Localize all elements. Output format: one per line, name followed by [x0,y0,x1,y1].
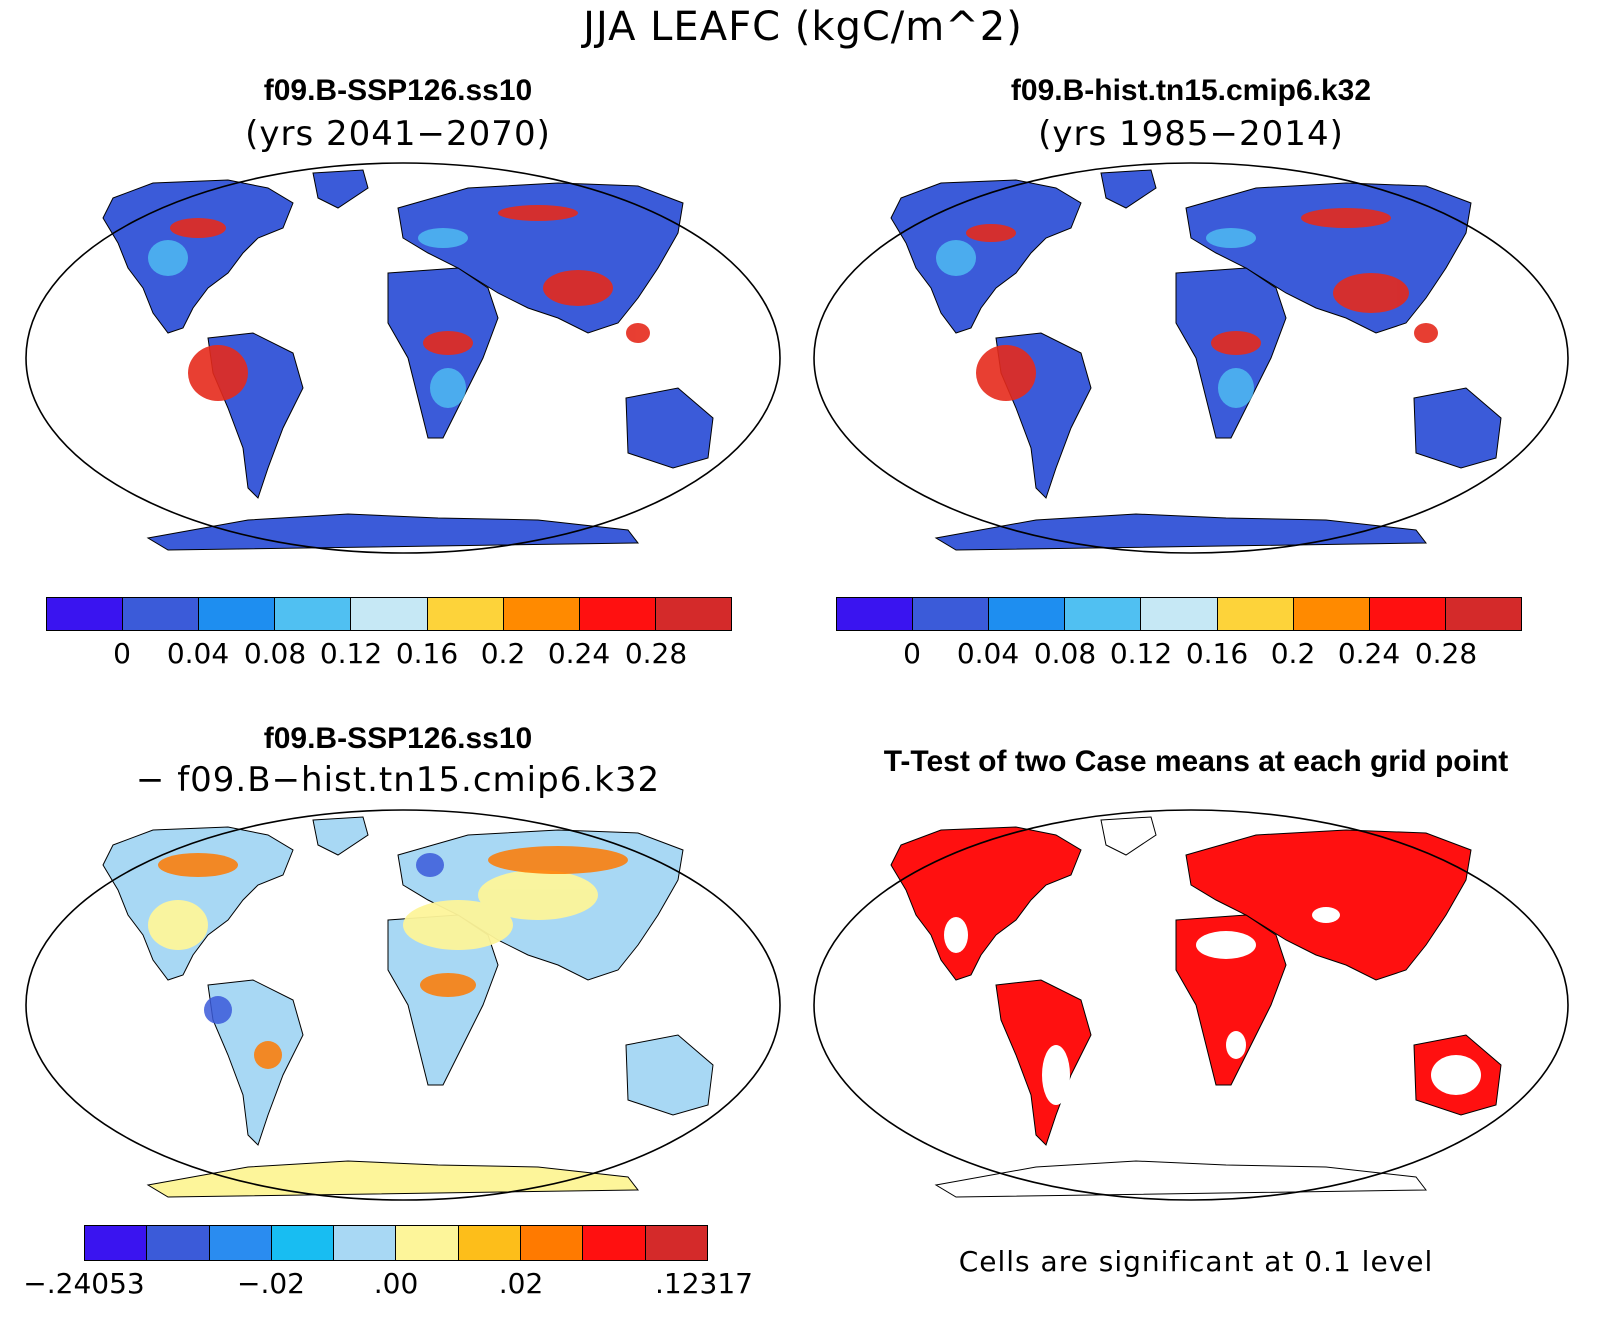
colorbar-swatch [583,1226,646,1260]
colorbar-swatch [458,1226,522,1260]
map-ssp126-leafc [18,158,788,558]
colorbar-swatch [147,1226,210,1260]
colorbar-swatch [1445,598,1521,630]
colorbar-absolute-right [836,597,1522,631]
map-nonsignificant-cells [944,907,1481,1105]
colorbar-tick-label: 0.04 [166,637,230,670]
colorbar-ticks-difference: −.24053 −.02 .00 .02 .12317 [23,1267,753,1303]
colorbar-swatch [209,1226,272,1260]
colorbar-swatch [655,598,731,630]
colorbar-tick-label: 0.12 [1109,637,1173,670]
colorbar-swatch [1293,598,1370,630]
map-difference-leafc [18,805,788,1205]
colorbar-swatch [989,598,1066,630]
colorbar-tick-label: 0.2 [1270,637,1316,670]
colorbar-tick-label: −.24053 [23,1267,145,1300]
panel-title-hist: f09.B-hist.tn15.cmip6.k32 [1010,74,1372,107]
colorbar-tick-label: 0.08 [1033,637,1097,670]
colorbar-swatch [579,598,656,630]
map-negative-anomalies [204,853,444,1024]
map-hotspots-hist [966,208,1438,401]
colorbar-difference [84,1225,708,1261]
map-mid-values-ssp126 [148,228,468,408]
colorbar-tick-label: 0.04 [956,637,1020,670]
map-coastline-outline [934,816,1428,1198]
colorbar-tick-label: 0.28 [1414,637,1478,670]
colorbar-swatch [334,1226,397,1260]
colorbar-absolute-left [46,597,732,631]
colorbar-tick-label: 0.16 [1185,637,1249,670]
map-ttest-significance [806,805,1576,1205]
colorbar-swatch [1217,598,1294,630]
colorbar-swatch [85,1226,148,1260]
map-hist-leafc [806,158,1576,558]
colorbar-tick-label: 0.24 [1337,637,1401,670]
panel-subtitle-ssp126-years: (yrs 2041−2070) [245,114,551,154]
colorbar-tick-label: 0.24 [547,637,611,670]
colorbar-tick-label: 0.2 [480,637,526,670]
significance-note: Cells are significant at 0.1 level [958,1245,1434,1278]
map-warm-anomalies [158,846,628,1069]
colorbar-swatch [275,598,352,630]
map-mid-values-hist [936,228,1256,408]
colorbar-swatch [503,598,580,630]
colorbar-swatch [351,598,428,630]
colorbar-swatch [913,598,990,630]
colorbar-swatch [271,1226,335,1260]
colorbar-swatch [396,1226,459,1260]
colorbar-tick-label: 0 [113,637,131,670]
panel-title-ttest: T-Test of two Case means at each grid po… [883,745,1509,778]
colorbar-swatch [1369,598,1446,630]
colorbar-ticks-absolute-right: 0 0.04 0.08 0.12 0.16 0.2 0.24 0.28 [836,637,1522,673]
colorbar-tick-label: −.02 [237,1267,305,1300]
colorbar-swatch [199,598,276,630]
panel-subtitle-hist-years: (yrs 1985−2014) [1038,114,1344,154]
colorbar-swatch [427,598,504,630]
colorbar-tick-label: .00 [373,1267,419,1300]
colorbar-tick-label: 0.12 [319,637,383,670]
colorbar-tick-label: .12317 [655,1267,753,1300]
colorbar-swatch [521,1226,584,1260]
colorbar-swatch [645,1226,707,1260]
colorbar-ticks-absolute-left: 0 0.04 0.08 0.12 0.16 0.2 0.24 0.28 [46,637,732,673]
panel-subtitle-difference: − f09.B−hist.tn15.cmip6.k32 [135,760,661,800]
colorbar-swatch [47,598,124,630]
colorbar-swatch [1065,598,1142,630]
figure-title: JJA LEAFC (kgC/m^2) [583,4,1023,50]
colorbar-tick-label: 0.28 [624,637,688,670]
panel-title-difference: f09.B-SSP126.ss10 [263,722,533,755]
map-hotspots-ssp126 [170,205,650,401]
colorbar-tick-label: 0.08 [243,637,307,670]
colorbar-tick-label: 0 [903,637,921,670]
map-positive-anomalies [148,870,598,950]
map-significant-cells [890,826,1502,1146]
colorbar-swatch [1141,598,1218,630]
colorbar-swatch [123,598,200,630]
colorbar-tick-label: .02 [498,1267,544,1300]
colorbar-tick-label: 0.16 [395,637,459,670]
panel-title-ssp126: f09.B-SSP126.ss10 [263,74,533,107]
colorbar-swatch [837,598,914,630]
